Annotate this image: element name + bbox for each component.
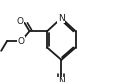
Text: N: N (58, 77, 65, 82)
Text: O: O (18, 36, 25, 46)
Text: O: O (17, 17, 24, 26)
Text: N: N (58, 14, 65, 23)
